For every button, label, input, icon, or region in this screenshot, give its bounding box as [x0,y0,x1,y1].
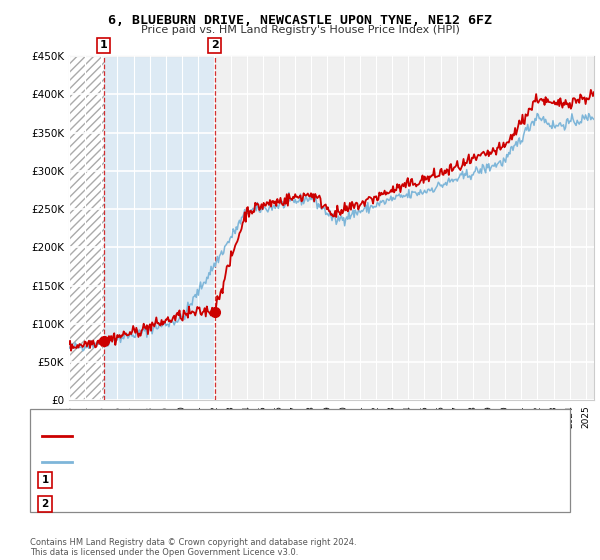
Bar [104,56,215,400]
Text: 1: 1 [41,475,49,485]
Text: 04-JAN-2002: 04-JAN-2002 [69,499,134,509]
Bar [69,56,104,400]
Text: 6, BLUEBURN DRIVE, NEWCASTLE UPON TYNE, NE12 6FZ (detached house): 6, BLUEBURN DRIVE, NEWCASTLE UPON TYNE, … [78,431,445,441]
Bar [69,56,104,400]
Text: 24-FEB-1995: 24-FEB-1995 [69,475,136,485]
Text: £78,000: £78,000 [252,475,295,485]
Text: 2% ↑ HPI: 2% ↑ HPI [372,475,421,485]
Text: 6, BLUEBURN DRIVE, NEWCASTLE UPON TYNE, NE12 6FZ: 6, BLUEBURN DRIVE, NEWCASTLE UPON TYNE, … [108,14,492,27]
Text: £115,000: £115,000 [252,499,301,509]
Text: Contains HM Land Registry data © Crown copyright and database right 2024.
This d: Contains HM Land Registry data © Crown c… [30,538,356,557]
Text: 2: 2 [41,499,49,509]
Text: 2: 2 [211,40,218,50]
Text: HPI: Average price, detached house, North Tyneside: HPI: Average price, detached house, Nort… [78,457,332,467]
Text: Price paid vs. HM Land Registry's House Price Index (HPI): Price paid vs. HM Land Registry's House … [140,25,460,35]
Text: 1: 1 [100,40,107,50]
Text: 3% ↑ HPI: 3% ↑ HPI [372,499,421,509]
